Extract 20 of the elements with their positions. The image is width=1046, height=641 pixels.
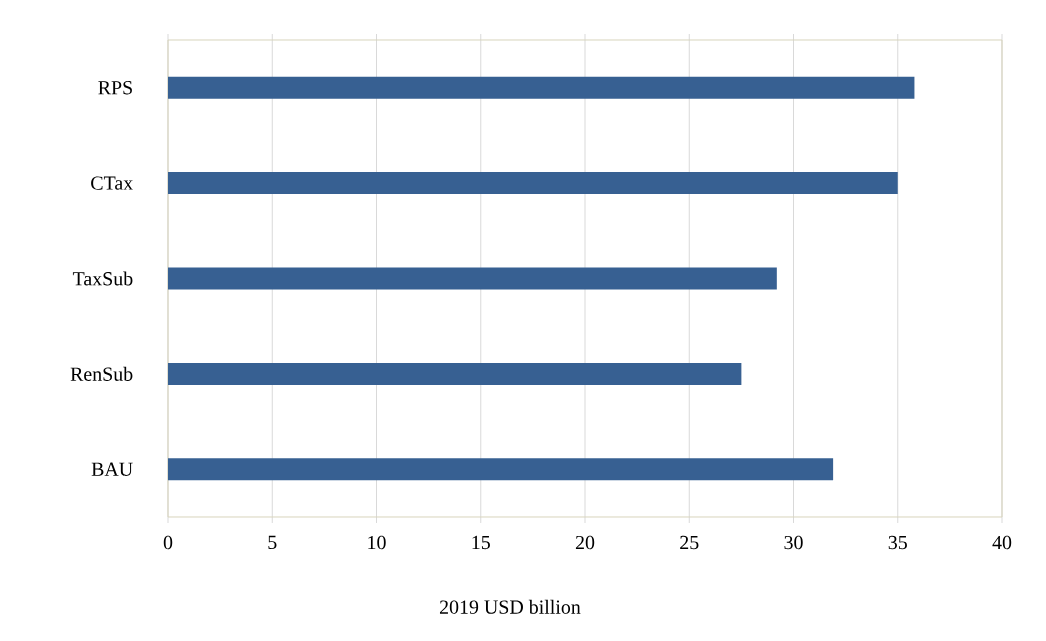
x-tick-label: 40 [992,535,1012,550]
y-tick-label: BAU [91,462,133,476]
x-tick-label: 5 [268,535,277,550]
x-tick-label: 10 [368,535,386,550]
x-tick-label: 35 [888,535,907,550]
x-tick-label: 15 [472,535,490,550]
y-tick-label: TaxSub [72,271,133,286]
y-tick-label: RenSub [70,366,133,381]
bar [168,458,834,481]
x-tick-label: 20 [575,535,595,550]
bar [168,362,742,385]
y-tick-label: CTax [91,176,133,190]
bar [168,267,777,290]
y-tick-label: RPS [98,81,132,95]
x-axis-title: 2019 USD billion [439,599,581,614]
bar [168,76,915,99]
x-tick-label: 30 [784,535,803,550]
bar [168,172,898,195]
x-tick-label: 0 [163,535,173,550]
x-tick-label: 25 [680,535,699,550]
